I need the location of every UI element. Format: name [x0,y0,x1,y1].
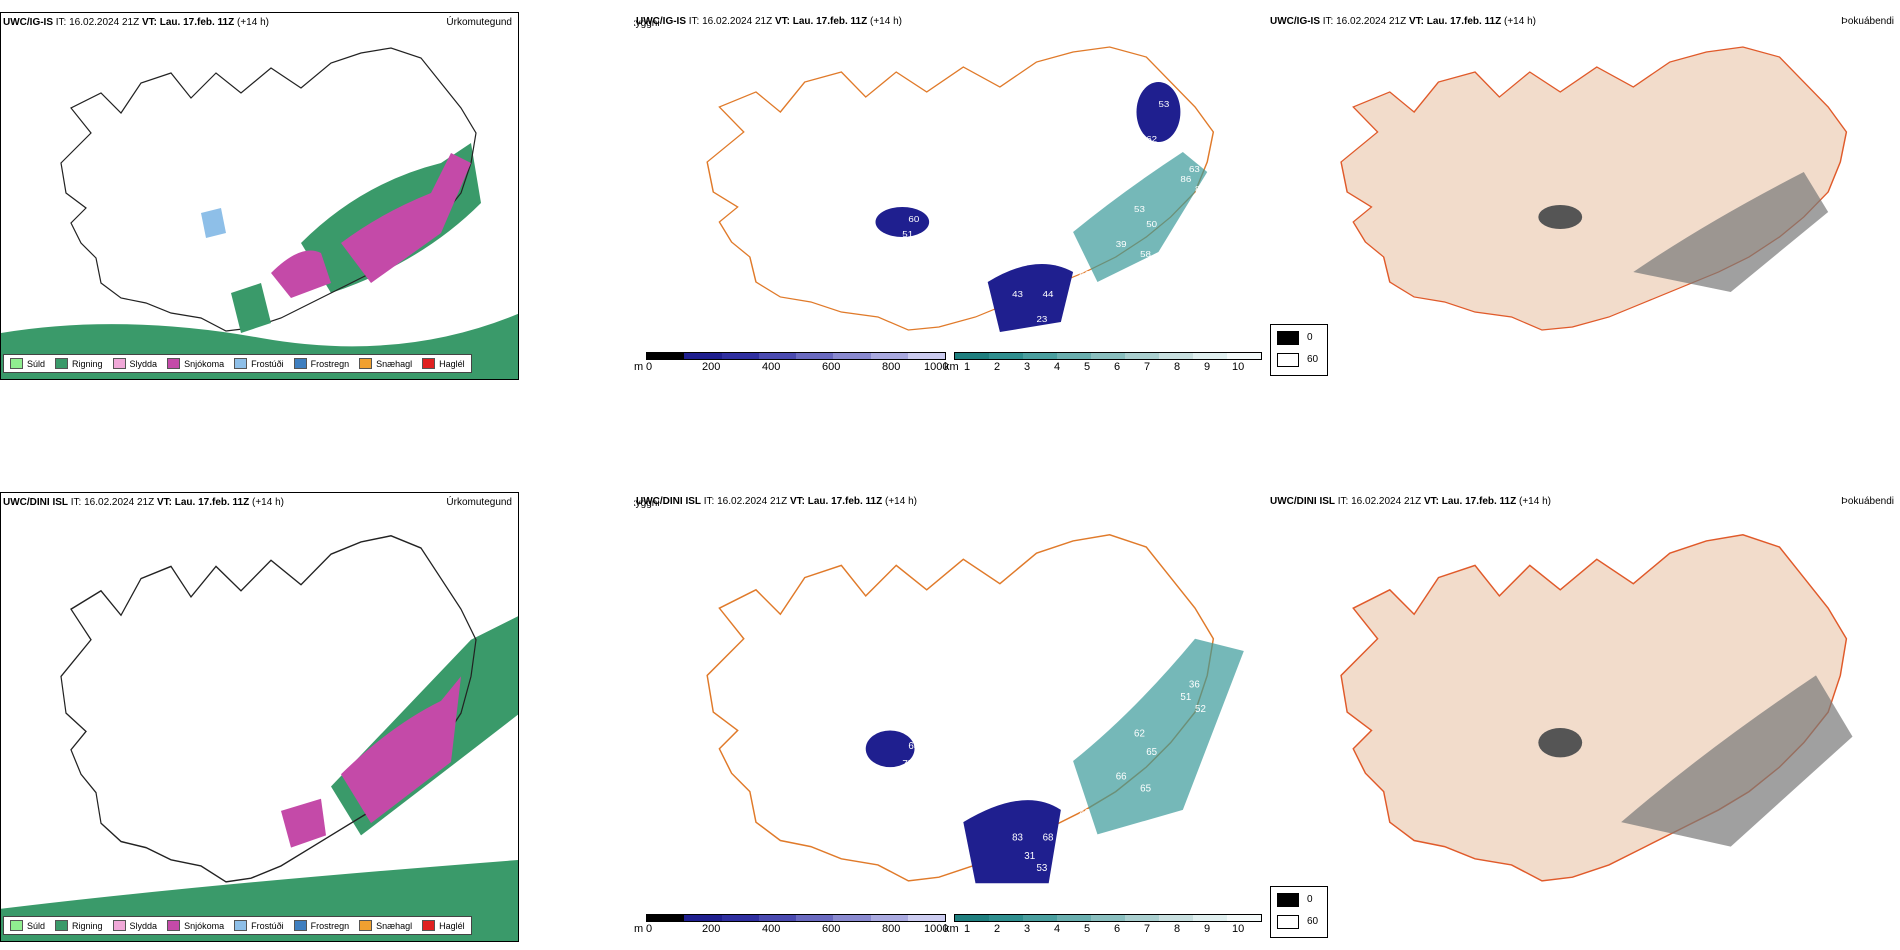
visibility-value-label: 46 [1079,270,1090,279]
legend-item: Súld [10,358,45,369]
visibility-value-label: 83 [1012,832,1023,843]
visibility-value-label: 190 [1000,777,1017,788]
visibility-value-label: 52 [1195,704,1206,715]
visibility-value-label: 397 [1158,600,1174,611]
visibility-value-label: 65 [1146,747,1157,758]
visibility-value-label: 31 [1024,851,1035,862]
panel-title: Úrkomutegund [446,17,512,28]
visibility-value-label: 68 [1043,832,1054,843]
legend-item: Snæhagl [359,358,412,369]
fog-panel-bottom: UWC/DINI ISL IT: 16.02.2024 21Z VT: Lau.… [1268,492,1900,942]
visibility-value-label: 62 [1146,135,1157,144]
legend-item: Frostregn [293,358,349,369]
visibility-value-label: 51 [1180,692,1191,703]
visibility-value-label: 53 [1158,100,1169,109]
fog-legend: 0 60 [1270,886,1328,938]
precip-legend: Súld Rigning Slydda Snjókoma Frostúði Fr… [3,916,472,935]
visibility-colorbar: m 0 200 400 600 800 1000 km 1 2 3 4 5 6 … [634,914,1267,940]
fog-map [1340,534,1853,882]
legend-item: Súld [10,920,45,931]
legend-item: Slydda [112,358,157,369]
legend-item: Snjókoma [167,920,224,931]
fog-legend: 0 60 [1270,324,1328,376]
legend-item: Snæhagl [359,920,412,931]
visibility-value-label: 48 [1079,808,1090,819]
visibility-value-label: 31 [1171,619,1182,630]
fog-map [1340,46,1848,331]
visibility-panel-top: 53 62 60 51 53 50 39 43 44 23 46 58 40 63 83 86 UWC/IG-… [634,12,1267,380]
precip-map [1,535,518,941]
visibility-value-label: 99 [1061,729,1072,740]
visibility-value-label: 58 [1140,250,1151,259]
visibility-colorbar: m 0 200 400 600 800 1000 km 1 2 3 4 5 6 … [634,352,1267,378]
colorbar-m [646,914,946,922]
visibility-value-label: 31 [1122,667,1133,678]
visibility-value-label: 40 [1061,205,1072,214]
panel-header: UWC/IG-IS IT: 16.02.2024 21Z VT: Lau. 17… [1270,16,1536,27]
colorbar-km [954,914,1262,922]
precip-map [1,47,518,379]
panel-title: Þokuábendi [1841,496,1894,507]
visibility-value-label: 86 [1180,175,1191,184]
visibility-value-label: 36 [1189,680,1200,691]
panel-title: Þokuábendi [1841,16,1894,27]
visibility-value-label: 53 [1134,205,1145,214]
legend-item: Snjókoma [167,358,224,369]
panel-title: Úrkomutegund [446,497,512,508]
precip-type-panel-top: UWC/IG-IS IT: 16.02.2024 21Z VT: Lau. 17… [0,12,519,380]
legend-item: Haglél [422,358,465,369]
panel-header: UWC/DINI ISL IT: 16.02.2024 21Z VT: Lau.… [1270,496,1551,507]
precip-legend: Súld Rigning Slydda Snjókoma Frostúði Fr… [3,354,472,373]
panel-title: Skyggni [634,498,660,509]
panel-header: UWC/DINI ISL IT: 16.02.2024 21Z VT: Lau.… [636,496,917,507]
visibility-value-label: 23 [1036,315,1047,324]
visibility-value-label: 53 [1036,863,1047,874]
visibility-value-label: 75 [902,759,913,770]
visibility-value-label: 63 [1189,165,1200,174]
panel-header: UWC/IG-IS IT: 16.02.2024 21Z VT: Lau. 17… [3,17,269,28]
visibility-value-label: 83 [1195,185,1206,194]
legend-item: Frostregn [293,920,349,931]
visibility-value-label: 50 [1146,220,1157,229]
legend-item: Slydda [112,920,157,931]
panel-header: UWC/DINI ISL IT: 16.02.2024 21Z VT: Lau.… [3,497,284,508]
visibility-value-label: 44 [1043,290,1054,299]
visibility-value-label: 64 [908,741,919,752]
visibility-value-label: 60 [908,215,919,224]
visibility-value-label: 62 [1134,729,1145,740]
panel-header: UWC/IG-IS IT: 16.02.2024 21Z VT: Lau. 17… [636,16,902,27]
legend-item: Haglél [422,920,465,931]
visibility-value-label: 65 [1140,784,1151,795]
legend-item: Rigning [55,920,103,931]
visibility-value-label: 66 [1116,771,1127,782]
colorbar-m [646,352,946,360]
visibility-panel-bottom: 397 105 64 75 62 65 66 83 68 53 48 65 99 36 52 51 31 31 19… [634,492,1267,942]
panel-title: Skyggni [634,18,660,29]
fog-panel-top: UWC/IG-IS IT: 16.02.2024 21Z VT: Lau. 17… [1268,12,1900,380]
visibility-value-label: 43 [1012,290,1023,299]
legend-item: Frostúði [234,358,284,369]
legend-item: Frostúði [234,920,284,931]
precip-type-panel-bottom: UWC/DINI ISL IT: 16.02.2024 21Z VT: Lau.… [0,492,519,942]
visibility-value-label: 105 [1146,643,1163,654]
visibility-value-label: 39 [1061,790,1072,801]
colorbar-km [954,352,1262,360]
legend-item: Rigning [55,358,103,369]
visibility-value-label: 39 [1116,240,1127,249]
visibility-value-label: 51 [902,230,913,239]
